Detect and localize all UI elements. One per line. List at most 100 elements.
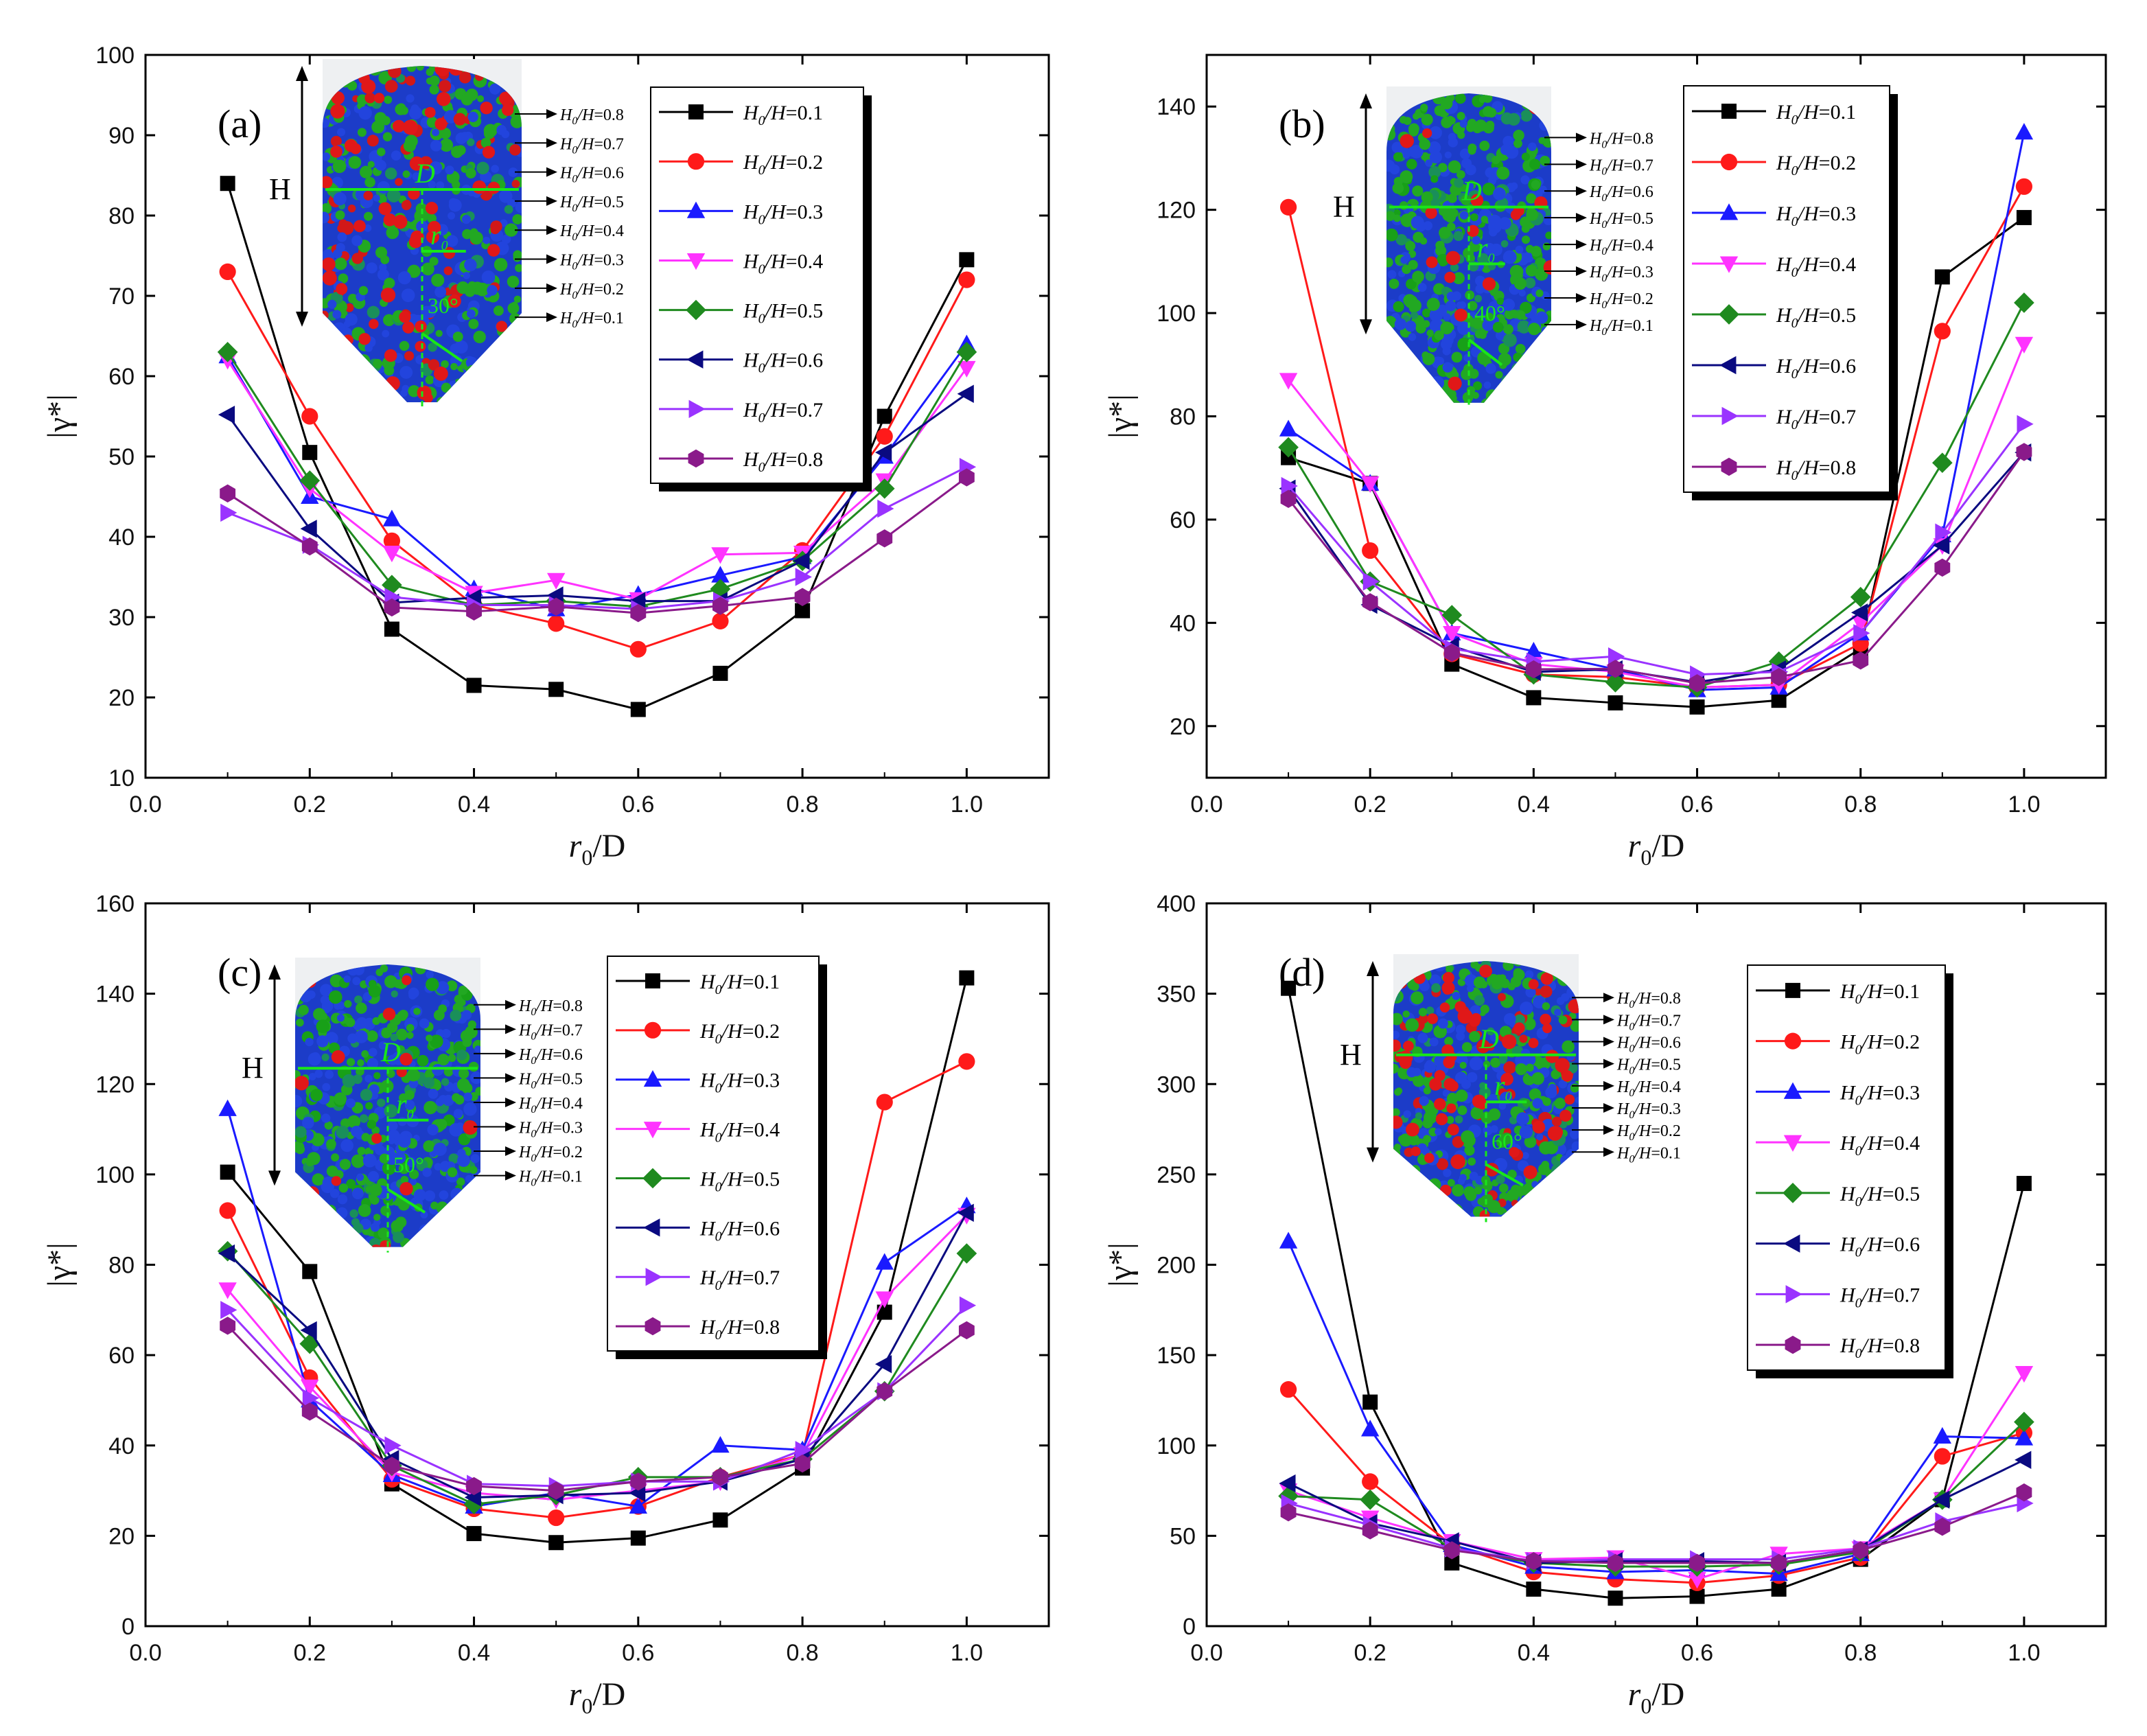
y-tick-label: 350 [1157,982,1196,1008]
legend-label: H0/H=0.6 [1776,355,1856,382]
particle [449,391,461,402]
particle [501,234,511,244]
particle [382,132,393,141]
particle [326,1139,336,1149]
level-label-h: H [559,310,573,327]
x-tick-label: 0.0 [1190,1640,1222,1666]
legend-label-value: =0.8 [1883,1334,1920,1357]
legend-label-h2: /H [721,1266,744,1289]
particle [515,201,522,213]
particle [508,167,518,177]
data-point [1279,198,1297,216]
data-point [875,1253,894,1270]
tracer-particle [1446,251,1461,266]
data-point [877,499,894,518]
particle [1511,1199,1519,1207]
radius-label-sub: 0 [1505,1089,1512,1104]
y-tick-label: 90 [108,123,135,149]
y-tick-label: 80 [108,203,135,229]
legend-label-sub: 0 [1855,1346,1862,1361]
data-point [1360,476,1380,494]
particle [1403,1194,1415,1207]
legend-marker [1721,104,1737,119]
legend-label-value: =0.1 [743,971,780,993]
data-point [1933,1426,1952,1444]
particle [1434,105,1446,117]
x-tick-label: 0.6 [622,791,654,818]
particle [1531,1181,1539,1188]
particle-bed-inset: H Dr050°H0/H=0.8H0/H=0.7H0/H=0.6H0/H=0.5H… [242,958,583,1253]
tracer-particle [373,93,385,104]
legend-marker [686,350,704,369]
legend-marker [1785,1335,1801,1354]
data-point [382,509,402,526]
data-point [959,252,975,268]
particle [419,1224,432,1238]
cone-angle-arrow [421,332,463,362]
particle [1393,1198,1401,1212]
cone-angle-label: 60° [1492,1129,1522,1154]
particle [375,246,388,259]
particle [1457,1105,1467,1115]
particle [456,1177,465,1186]
particle [1548,1208,1559,1217]
legend-label: H0/H=0.3 [743,200,823,227]
data-point [712,612,729,629]
particle [1405,321,1417,332]
x-axis-label-rest: /D [1651,828,1684,864]
particle [1459,211,1469,220]
particle [493,371,505,384]
particle [332,352,342,362]
particle [1541,1161,1550,1169]
particle [474,1045,480,1053]
level-arrow-head [546,283,557,293]
particle [1408,123,1419,135]
data-point [466,678,482,693]
legend-box [607,956,820,1352]
data-point [1360,1420,1380,1437]
particle [1403,1110,1411,1118]
y-tick-label: 300 [1157,1072,1196,1098]
tracer-particle [1448,1080,1459,1092]
particle [356,1002,367,1014]
level-label-h2: /H [1605,130,1625,148]
tracer-particle [1470,194,1484,207]
tracer-particle [1444,271,1456,283]
particle [1449,1203,1463,1217]
data-point [1688,1572,1706,1589]
legend-marker [1783,1082,1802,1099]
particle [437,1054,450,1066]
panel-label: (a) [218,102,262,146]
particle [400,1175,409,1184]
particle [387,1054,398,1065]
legend-marker [645,1267,662,1286]
level-label-h: H [1616,1100,1630,1118]
particle [332,356,341,365]
particle [1386,341,1396,355]
particle [1436,1158,1449,1170]
legend-label-h: H [1776,202,1793,225]
level-label: H0/H=0.3 [559,252,624,273]
particle [1455,1089,1468,1102]
tracer-particle [499,91,513,106]
particle [1448,193,1457,203]
tracer-particle [383,213,397,227]
data-point [1608,695,1623,710]
particle [1417,283,1427,292]
legend-label-value: =0.2 [786,151,823,174]
data-point [1934,323,1951,340]
level-label-value: =0.1 [553,1168,583,1186]
particle [487,382,501,397]
particle [1412,378,1425,391]
legend-label-sub: 0 [1791,468,1798,483]
particle [1436,357,1445,365]
particle [424,1069,434,1079]
level-label-value: =0.6 [594,165,624,183]
particle [1554,1098,1566,1109]
y-tick-label: 0 [121,1614,135,1640]
particle [511,301,518,310]
particle [305,1196,315,1206]
legend-label: H0/H=0.4 [699,1119,780,1146]
particle [328,990,343,1004]
particle [377,181,391,194]
